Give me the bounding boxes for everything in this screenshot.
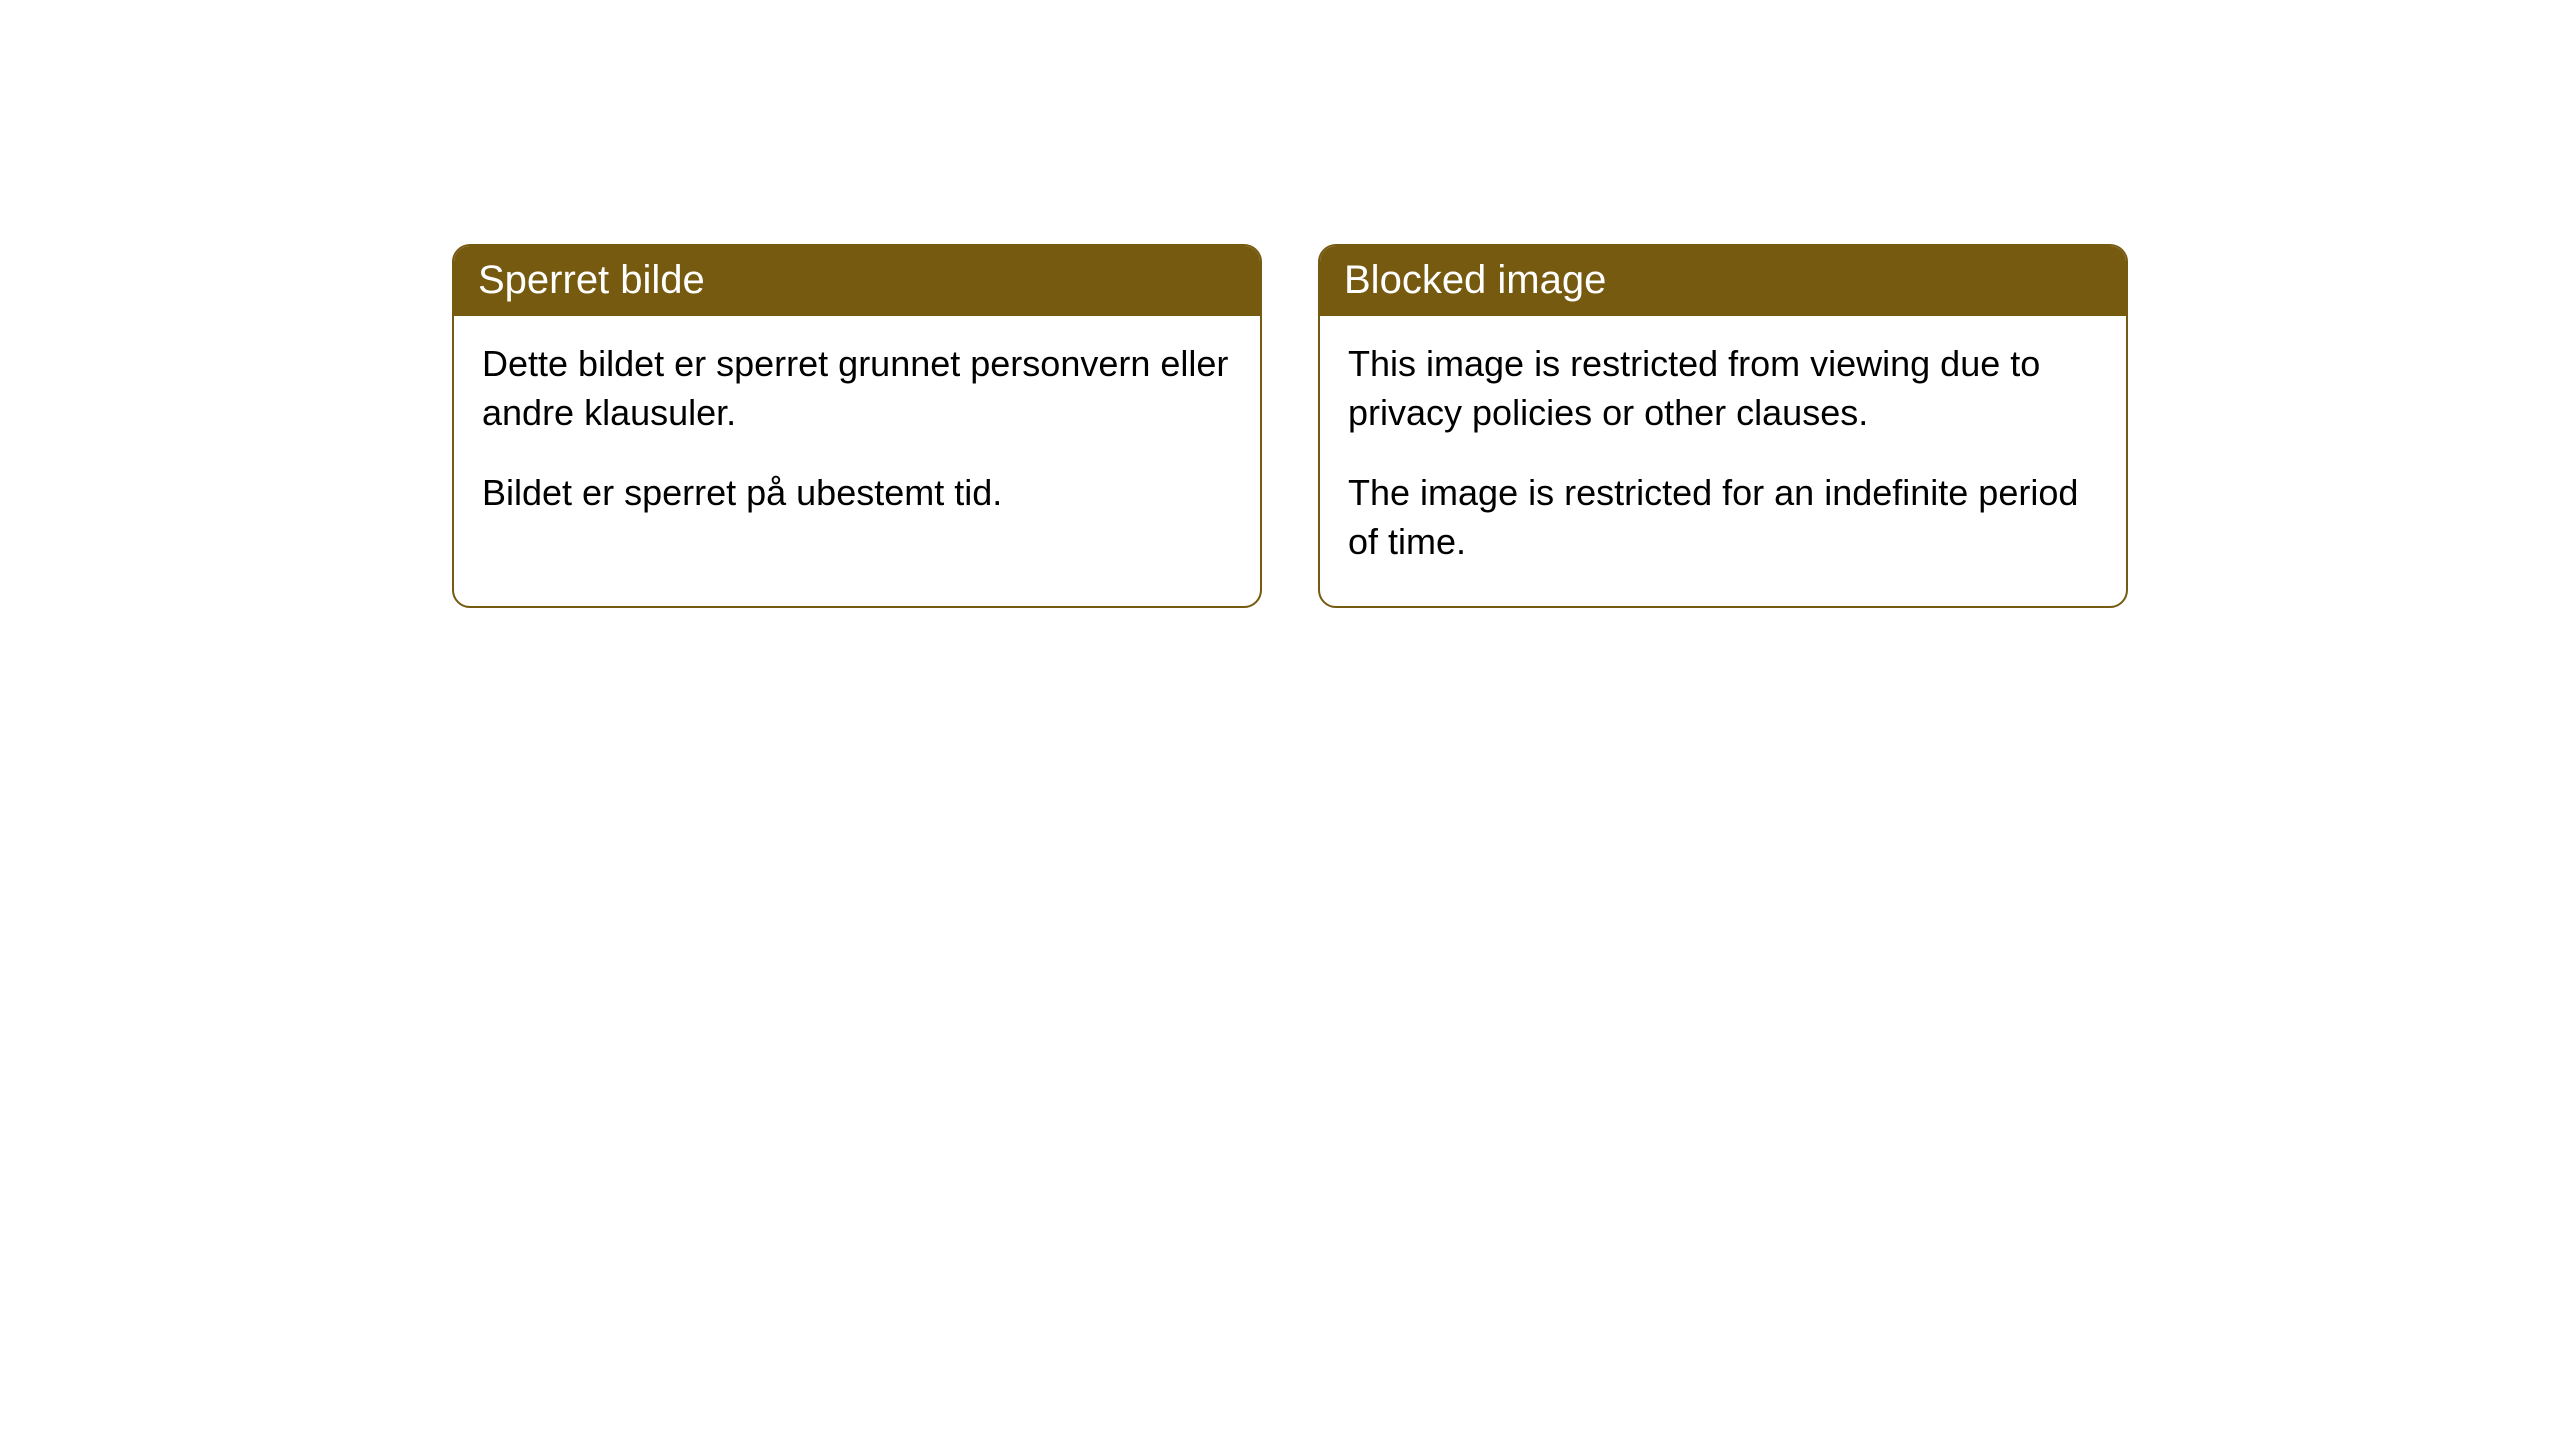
notice-cards-container: Sperret bilde Dette bildet er sperret gr…: [452, 244, 2128, 608]
card-paragraph: Bildet er sperret på ubestemt tid.: [482, 469, 1232, 518]
card-paragraph: Dette bildet er sperret grunnet personve…: [482, 340, 1232, 437]
notice-card-norwegian: Sperret bilde Dette bildet er sperret gr…: [452, 244, 1262, 608]
card-paragraph: The image is restricted for an indefinit…: [1348, 469, 2098, 566]
card-header: Blocked image: [1320, 246, 2126, 316]
card-body: Dette bildet er sperret grunnet personve…: [454, 316, 1260, 558]
card-header: Sperret bilde: [454, 246, 1260, 316]
card-paragraph: This image is restricted from viewing du…: [1348, 340, 2098, 437]
card-body: This image is restricted from viewing du…: [1320, 316, 2126, 606]
notice-card-english: Blocked image This image is restricted f…: [1318, 244, 2128, 608]
